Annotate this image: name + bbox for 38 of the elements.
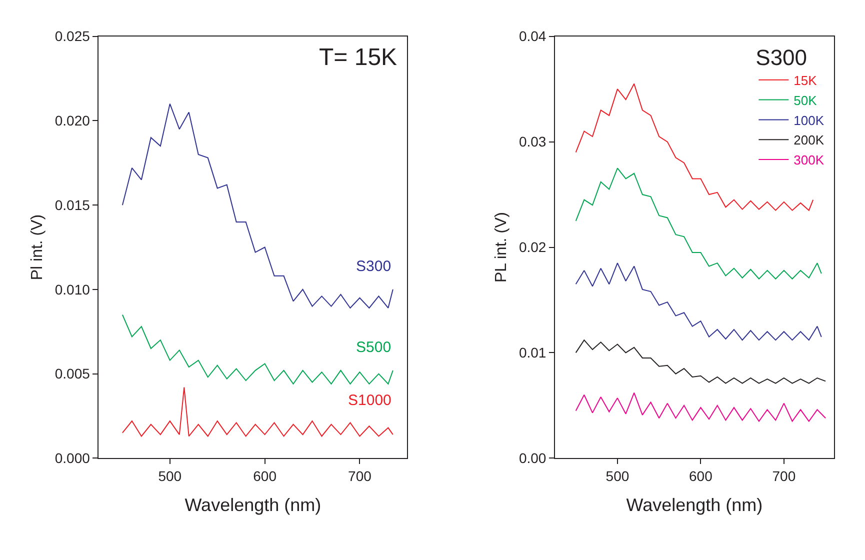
line-series [575,262,822,341]
x-axis-title: Wavelength (nm) [626,495,763,516]
legend-label: 300K [794,152,824,168]
legend-title: S300 [756,44,808,70]
x-tick-label: 500 [606,468,630,484]
y-tick-label: 0.025 [54,28,90,44]
x-axis-title: Wavelength (nm) [184,495,322,516]
series-label: S300 [356,258,392,275]
y-tick-label: 0.00 [518,450,546,466]
line-series [575,392,826,422]
line-series [122,386,394,437]
x-tick-label: 600 [689,468,713,484]
annotation: T= 15K [319,44,398,71]
series-label: S500 [356,339,392,356]
y-tick-label: 0.010 [54,281,90,298]
y-tick-label: 0.015 [54,196,90,213]
line-series [575,168,822,280]
y-tick-label: 0.000 [54,450,90,466]
line-series [122,103,394,308]
y-tick-label: 0.04 [518,28,546,44]
y-tick-label: 0.020 [54,112,90,129]
y-axis-title: PL int. (V) [492,212,510,283]
series-label: S1000 [348,392,392,409]
y-tick-label: 0.03 [518,134,546,150]
legend-label: 100K [794,112,824,128]
legend-label: 15K [794,72,818,88]
y-tick-label: 0.01 [518,344,546,361]
x-tick-label: 700 [772,468,796,484]
y-axis-title: Pl int. (V) [28,214,46,280]
x-tick-label: 600 [253,468,277,484]
x-tick-label: 700 [348,468,372,484]
legend-label: 200K [794,132,824,148]
legend-label: 50K [794,92,818,108]
line-series [122,314,394,384]
x-tick-label: 500 [158,468,182,484]
y-tick-label: 0.005 [54,366,90,382]
line-series [575,340,826,384]
y-tick-label: 0.02 [518,239,546,256]
